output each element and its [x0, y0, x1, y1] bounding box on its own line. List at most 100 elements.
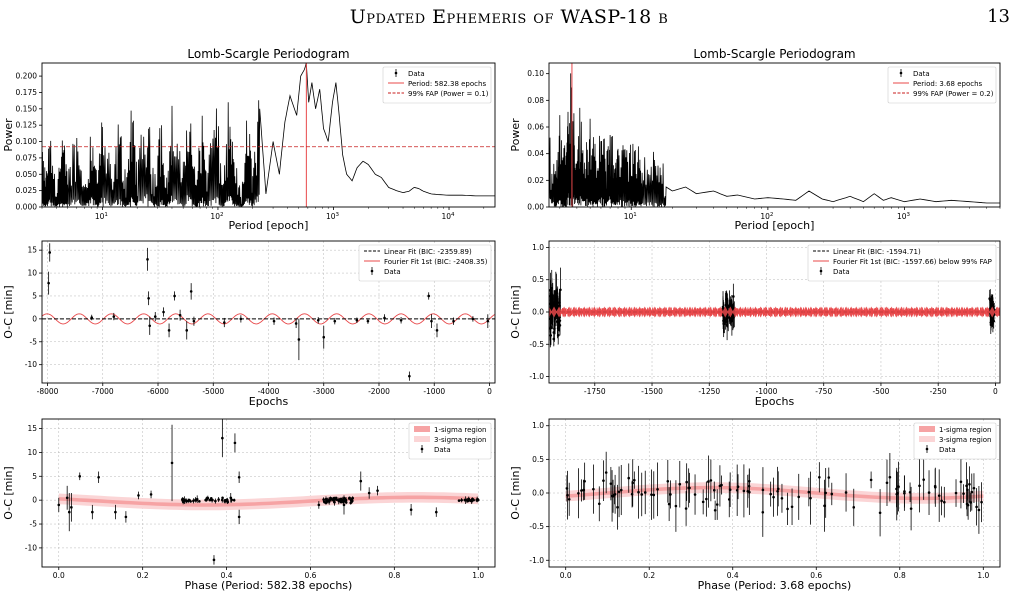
x-tick-label: 0 — [487, 387, 492, 396]
legend-key-band — [919, 426, 935, 432]
data-point — [888, 475, 892, 479]
data-point — [824, 491, 827, 495]
fourier-fit-marker — [863, 306, 870, 318]
fourier-fit-marker — [646, 306, 653, 318]
data-point — [112, 315, 116, 318]
plot-frame — [41, 418, 496, 568]
fourier-fit-marker — [586, 306, 593, 318]
data-point — [674, 504, 678, 508]
fourier-fit-marker — [979, 306, 986, 318]
legend-entry: 3-sigma region — [434, 436, 487, 444]
data-point — [940, 499, 943, 503]
plot-area — [549, 419, 1000, 567]
data-point — [185, 329, 189, 332]
x-tick-exponent: 2 — [770, 212, 774, 218]
data-point — [223, 321, 226, 324]
periodogram-line — [42, 63, 495, 207]
y-tick-label: -1.0 — [529, 556, 544, 565]
data-point — [220, 498, 224, 502]
data-point — [830, 492, 834, 496]
data-point — [747, 479, 751, 483]
fourier-fit-marker — [853, 306, 860, 318]
data-point — [332, 498, 335, 502]
data-point — [685, 480, 688, 484]
legend: Linear Fit (BIC: -1594.71) Fourier Fit 1s… — [807, 244, 997, 282]
fourier-fit-marker — [848, 306, 855, 318]
y-tick-label: 5 — [32, 472, 37, 481]
y-tick-label: 0.0 — [532, 308, 544, 317]
legend: Data Period: 582.38 epochs 99% FAP (Power … — [382, 66, 492, 104]
data-point — [650, 493, 653, 496]
data-point — [452, 319, 455, 323]
legend-box — [382, 66, 492, 104]
fourier-fit-marker — [888, 306, 895, 318]
chart-p4: -10 -5 0 5 10 15 0.0 0.2 0.4 0.6 0.8 1.0 Phase (Peri… — [2, 418, 496, 592]
data-point — [725, 323, 729, 327]
fourier-fit-marker — [858, 306, 865, 318]
data-point — [317, 503, 321, 507]
data-point — [990, 318, 994, 322]
data-point — [903, 491, 906, 495]
fourier-fit-marker — [661, 306, 668, 318]
y-tick-label: 0.025 — [16, 186, 38, 195]
data-point — [47, 281, 50, 285]
data-point — [189, 500, 192, 503]
data-point — [797, 495, 801, 499]
data-point — [457, 499, 461, 502]
x-tick-label: 1.0 — [472, 571, 484, 580]
x-tick-label: 0.4 — [727, 571, 739, 580]
page-header: Updated Ephemeris of WASP-18 b 13 — [0, 0, 1018, 34]
data-point — [230, 498, 233, 502]
fourier-fit-marker — [948, 306, 955, 318]
data-point — [427, 294, 431, 298]
chart-p2: -10 -5 0 5 10 15 -8000 -7000 -6000 -5000 -4000 -300… — [2, 240, 496, 408]
y-tick-label: 1.0 — [532, 421, 544, 430]
legend-box — [358, 244, 492, 282]
x-tick-label: 0.0 — [53, 571, 65, 580]
data-point — [966, 488, 969, 492]
y-tick-label: -10 — [25, 360, 37, 369]
data-point — [408, 374, 411, 378]
fourier-fit-marker — [974, 306, 981, 318]
y-tick-label: 0.00 — [527, 203, 544, 212]
one-sigma-band — [58, 495, 479, 507]
y-axis-label: O-C [min] — [509, 466, 522, 519]
x-tick-exponent: 2 — [220, 212, 224, 218]
data-point — [237, 475, 241, 479]
fourier-fit-marker — [722, 306, 729, 318]
fourier-fit-marker — [833, 306, 840, 318]
data-point — [181, 500, 185, 504]
data-point — [223, 498, 227, 502]
plot-area — [549, 241, 1000, 383]
data-point — [712, 488, 716, 492]
data-point — [567, 497, 571, 501]
fourier-fit-marker — [843, 306, 850, 318]
x-axis-label: Period [epoch] — [735, 219, 815, 232]
data-point — [217, 498, 220, 501]
fourier-fit-marker — [772, 306, 779, 318]
data-point — [988, 297, 992, 300]
y-tick-label: -0.5 — [529, 522, 544, 531]
data-point — [173, 294, 176, 298]
data-point — [435, 329, 439, 332]
data-point — [637, 490, 640, 494]
fourier-fit-marker — [964, 306, 971, 318]
x-tick-label: 0.6 — [810, 571, 822, 580]
fourier-fit-marker — [767, 306, 774, 318]
fourier-fit-marker — [913, 306, 920, 318]
data-point — [715, 503, 719, 506]
fourier-fit-marker — [651, 306, 658, 318]
data-point — [430, 319, 433, 323]
data-point — [376, 489, 379, 492]
x-tick-label: 0.4 — [221, 571, 233, 580]
data-point — [366, 319, 370, 323]
fourier-fit-marker — [566, 306, 573, 318]
data-point — [486, 319, 490, 323]
data-point — [463, 498, 467, 502]
y-tick-label: 0.10 — [527, 69, 544, 78]
data-point — [732, 295, 735, 298]
y-tick-label: 5 — [32, 291, 37, 300]
legend-box — [887, 66, 997, 104]
chart-p1: Lomb-Scargle Periodogram 0.00 0.02 0.04 0.06… — [509, 47, 1001, 232]
fourier-fit-marker — [802, 306, 809, 318]
